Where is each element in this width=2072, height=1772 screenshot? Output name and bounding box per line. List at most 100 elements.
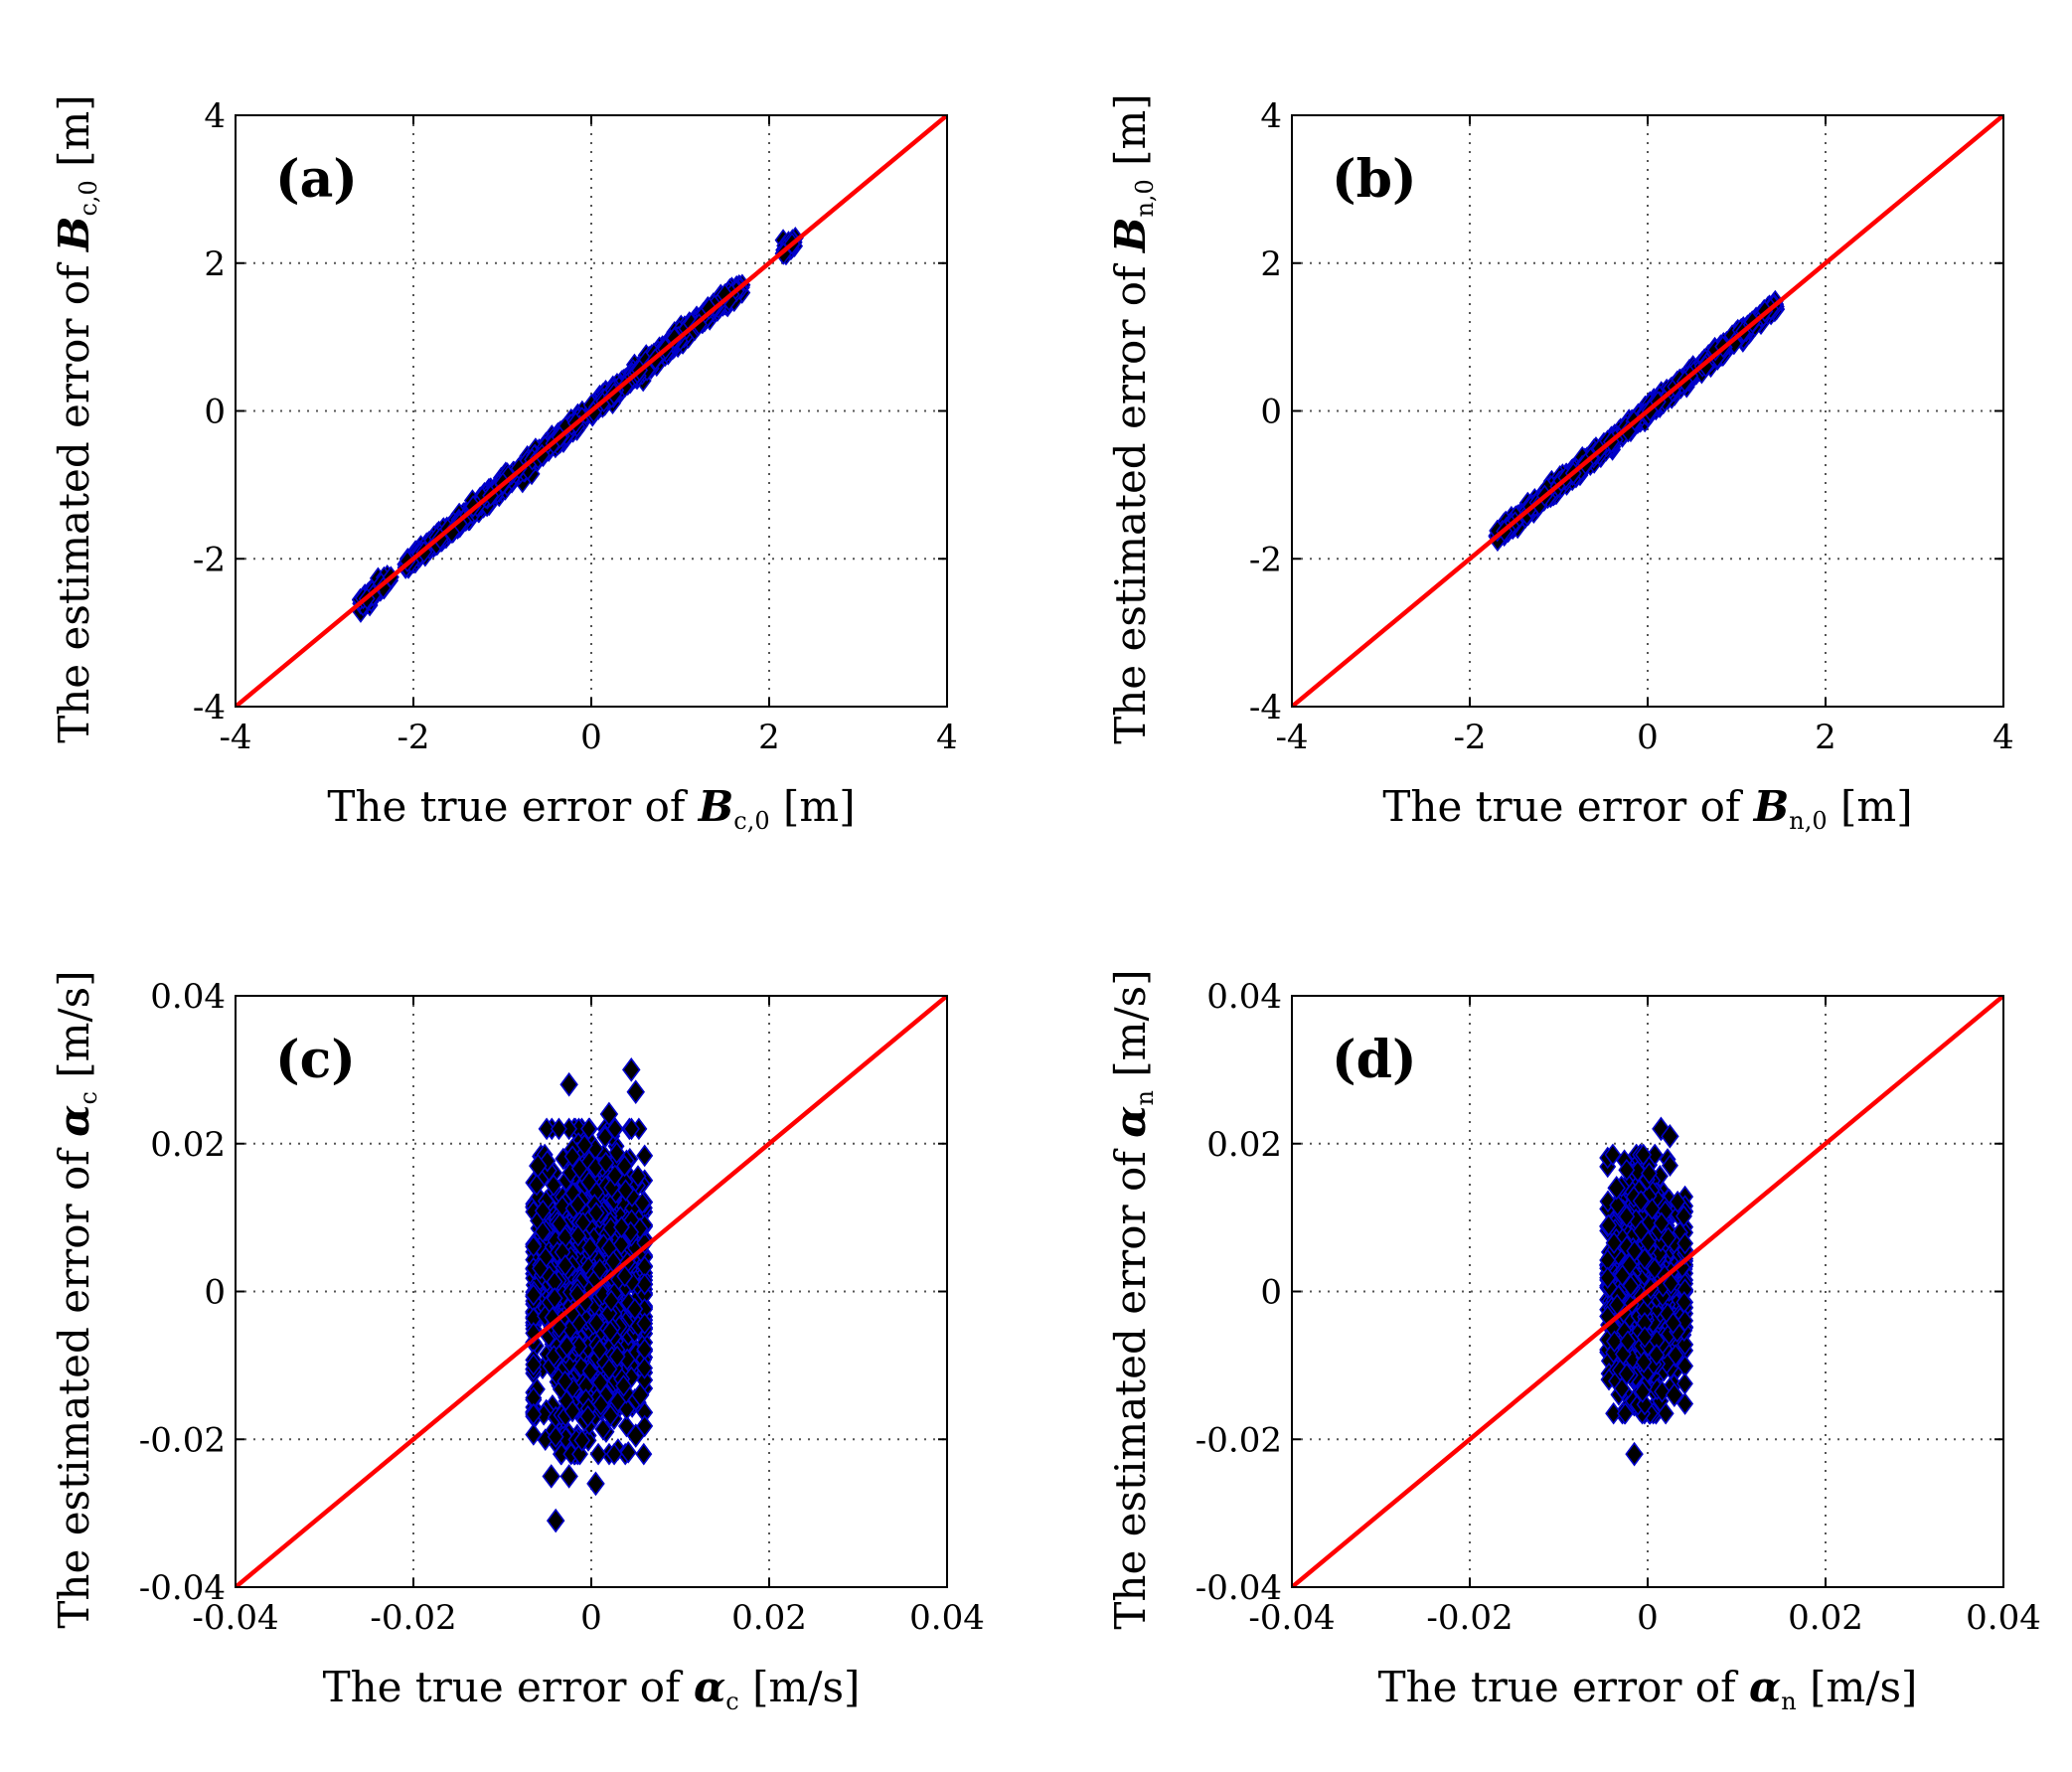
scatter-point-outlier [626,1423,645,1448]
scatter-point [1636,1247,1654,1270]
scatter-point [601,1320,619,1343]
scatter-point [600,1358,618,1380]
scatter-point-outlier [630,1382,650,1407]
x-axis-label-symbol: B [1753,782,1790,831]
x-tick-label: 0.02 [1788,1598,1863,1638]
reference-line [236,115,947,707]
y-tick-label: 0.04 [1206,977,1282,1017]
scatter-point [1634,1380,1652,1403]
scatter-point [626,1297,644,1321]
y-axis-label-prefix: The estimated error of [1106,252,1155,744]
scatter-point [1605,1401,1623,1425]
y-axis-label-symbol: B [1106,218,1155,254]
scatter-point [1643,1198,1661,1220]
x-tick-label: -2 [397,718,429,757]
scatter-point [569,1193,587,1216]
y-tick-label: -2 [1249,540,1282,579]
scatter-point-outlier [559,1464,578,1489]
panel-c: -0.04 -0.02 0 0.02 0.04-0.04-0.0200.020.04(c… [50,970,985,1715]
x-tick-label: 0.04 [1966,1598,2041,1638]
y-tick-label: -0.02 [139,1420,226,1460]
y-tick-label: -0.04 [139,1568,226,1608]
y-tick-label: -4 [1249,688,1282,727]
scatter-point-outlier [1607,1176,1626,1201]
x-axis-label-unit: [m] [770,782,856,831]
scatter-point [1636,1326,1654,1349]
y-axis-label-unit: [m/s] [50,970,98,1091]
y-axis-label-unit: [m/s] [1106,969,1155,1090]
x-axis-label: The true error of Bn,0 [m] [1382,782,1912,835]
scatter-point [569,1224,587,1247]
scatter-point [534,1220,552,1243]
scatter-point [666,326,684,350]
x-tick-label: 2 [758,718,780,757]
scatter-point [636,1144,654,1168]
scatter-point [635,1442,653,1466]
scatter-point-outlier [1652,1116,1671,1142]
panel-label: (a) [275,149,358,210]
scatter-point-outlier [626,1079,645,1105]
scatter-point [589,1442,607,1466]
scatter-point [1674,1205,1692,1228]
scatter-point [1632,1190,1650,1212]
scatter-point [1653,1211,1671,1235]
scatter-point [605,1442,623,1466]
x-axis-label-subscript: n [1781,1688,1796,1715]
y-axis-label-subscript: n [1131,1090,1159,1105]
x-tick-label: 0 [1637,1598,1659,1638]
scatter-point [547,1425,564,1449]
y-tick-label: -2 [193,540,226,579]
scatter-point [1618,1205,1636,1228]
scatter-point [1676,1392,1694,1415]
scatter-point [550,1117,567,1141]
scatter-point [525,1423,543,1446]
y-axis-label: The estimated error of αn [m/s] [1106,969,1159,1629]
scatter-point [573,1429,591,1452]
scatter-point [534,1199,552,1222]
scatter-point [528,1173,546,1197]
scatter-point [622,1117,640,1141]
scatter-point [1616,1401,1634,1425]
y-tick-label: 4 [1260,96,1282,136]
scatter-point [612,1215,630,1239]
scatter-point [1614,1264,1632,1287]
scatter-point [617,1179,635,1202]
scatter-point [580,1170,598,1194]
scatter-point [558,1335,575,1358]
scatter-point [701,297,718,320]
x-tick-label: 0.04 [909,1598,985,1638]
scatter-point [636,1312,654,1336]
panel-d: -0.04 -0.02 0 0.02 0.04-0.04-0.0200.020.04(d… [1106,969,2041,1715]
x-axis-label: The true error of αn [m/s] [1378,1663,1918,1715]
scatter-point [1646,1257,1664,1280]
y-tick-label: -0.02 [1195,1420,1282,1460]
scatter-point [1665,1311,1682,1335]
scatter-point [1609,1194,1627,1217]
scatter-point [606,1164,624,1188]
reference-line [1292,996,2003,1587]
scatter-point [1646,1143,1664,1167]
y-tick-label: 0 [204,393,226,432]
scatter-point [631,1216,649,1240]
reference-line [1292,115,2003,707]
scatter-point [616,1264,634,1288]
scatter-point-outlier [1625,1441,1644,1467]
scatter-point [1661,1154,1678,1178]
x-tick-label: 2 [1815,718,1836,757]
scatter-point [1618,1363,1636,1385]
scatter-point-outlier [1665,1382,1684,1407]
x-tick-label: 0 [580,718,602,757]
scatter-point [1676,1309,1694,1333]
scatter-point [1676,1333,1694,1357]
scatter-point-outlier [546,1508,565,1533]
y-axis-label-prefix: The estimated error of [50,1137,98,1629]
scatter-point [525,1283,543,1307]
scatter-point [1626,1239,1644,1263]
scatter-point [525,1353,543,1376]
scatter-point [1632,1219,1650,1243]
scatter-point [1600,1213,1618,1237]
scatter-point [615,1374,633,1397]
x-axis-label: The true error of αc [m/s] [323,1663,861,1715]
